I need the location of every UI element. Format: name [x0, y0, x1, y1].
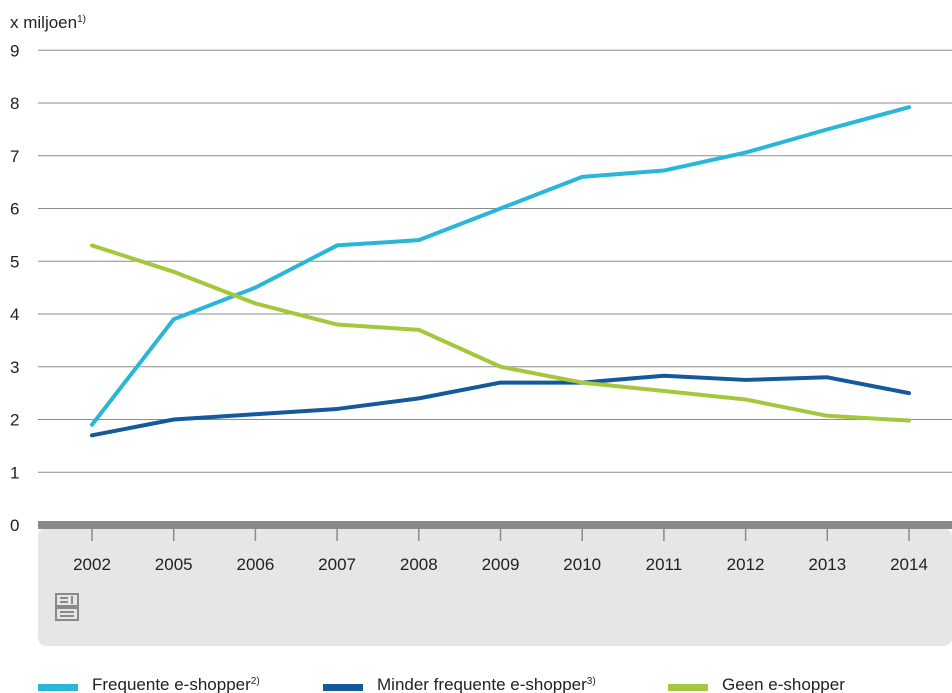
x-tick-label: 2002: [73, 555, 111, 574]
y-tick-label: 7: [10, 147, 19, 166]
x-tick-label: 2013: [808, 555, 846, 574]
y-tick-label: 5: [10, 252, 19, 271]
x-tick-label: 2005: [155, 555, 193, 574]
y-tick-label: 8: [10, 94, 19, 113]
y-tick-label: 2: [10, 411, 19, 430]
series-line-2: [90, 373, 911, 438]
x-tick-label: 2006: [236, 555, 274, 574]
legend-label: Frequente e-shopper2): [92, 675, 260, 693]
x-axis-band: [38, 528, 952, 646]
unit-label-note: 1): [77, 14, 86, 25]
series-line-3: [90, 243, 911, 423]
unit-label: x miljoen1): [10, 13, 86, 32]
legend-swatch: [323, 684, 363, 691]
y-tick-label: 4: [10, 305, 19, 324]
x-tick-label: 2010: [563, 555, 601, 574]
y-tick-label: 1: [10, 463, 19, 482]
y-tick-label: 6: [10, 200, 19, 219]
y-tick-label: 3: [10, 358, 19, 377]
series-line-1: [90, 105, 911, 427]
legend-note: 3): [587, 676, 596, 687]
x-tick-label: 2014: [890, 555, 928, 574]
y-tick-label: 0: [10, 516, 19, 535]
legend-swatch: [668, 684, 708, 691]
x-tick-label: 2008: [400, 555, 438, 574]
legend-label: Geen e-shopper: [722, 675, 845, 693]
legend-label: Minder frequente e-shopper3): [377, 675, 596, 693]
x-tick-label: 2012: [727, 555, 765, 574]
x-tick-label: 2007: [318, 555, 356, 574]
x-axis-line: [38, 521, 952, 529]
legend-swatch: [38, 684, 78, 691]
legend-note: 2): [251, 676, 260, 687]
x-tick-label: 2011: [646, 555, 683, 574]
y-tick-label: 9: [10, 41, 19, 60]
x-tick-label: 2009: [482, 555, 520, 574]
cbs-logo-icon: [55, 593, 79, 621]
